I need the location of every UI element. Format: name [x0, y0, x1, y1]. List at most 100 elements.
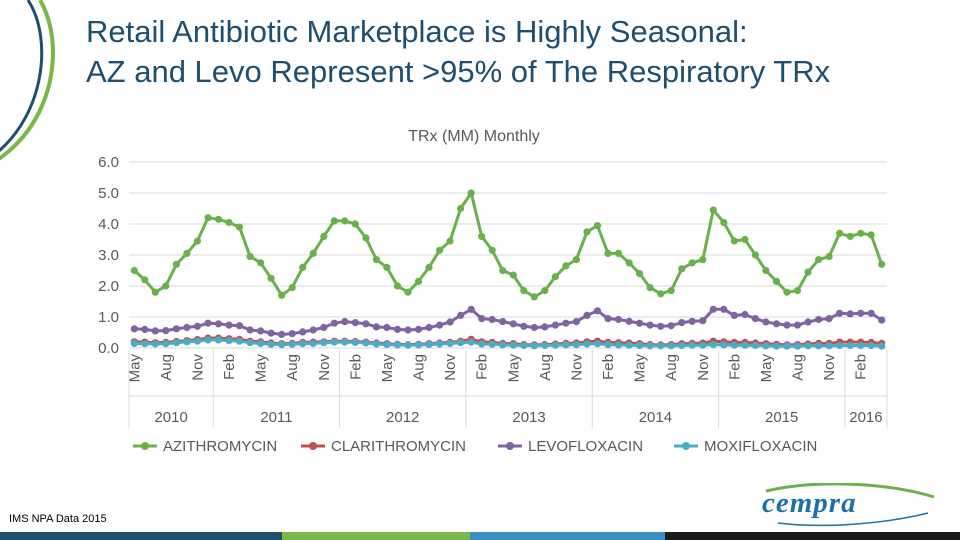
data-point-moxifloxacin [509, 341, 517, 349]
data-point-azithromycin [815, 256, 823, 264]
data-point-moxifloxacin [225, 337, 233, 345]
data-point-levofloxacin [836, 309, 844, 317]
data-point-azithromycin [393, 282, 402, 290]
data-point-levofloxacin [183, 323, 191, 332]
data-point-moxifloxacin [720, 341, 728, 349]
data-point-azithromycin [583, 228, 591, 236]
data-point-levofloxacin [688, 317, 696, 325]
data-point-azithromycin [688, 259, 696, 267]
data-point-moxifloxacin [330, 338, 338, 346]
chart-title: TRx (MM) Monthly [408, 128, 540, 145]
data-point-azithromycin [214, 215, 223, 223]
data-point-moxifloxacin [414, 341, 423, 349]
data-point-moxifloxacin [257, 339, 265, 347]
data-point-azithromycin [846, 232, 854, 240]
data-point-levofloxacin [604, 315, 612, 323]
data-point-moxifloxacin [151, 340, 159, 348]
data-point-azithromycin [772, 277, 781, 285]
data-point-moxifloxacin [488, 340, 496, 348]
data-point-levofloxacin [488, 315, 496, 324]
data-point-azithromycin [414, 277, 423, 285]
data-point-azithromycin [699, 256, 707, 264]
x-month-label: Feb [600, 354, 617, 380]
data-point-azithromycin [172, 260, 180, 268]
data-point-moxifloxacin [878, 342, 886, 350]
data-point-levofloxacin [678, 319, 686, 327]
data-point-azithromycin [193, 237, 201, 245]
data-point-levofloxacin [214, 320, 223, 328]
data-point-azithromycin [183, 249, 191, 257]
data-point-moxifloxacin [351, 338, 359, 346]
data-point-azithromycin [551, 273, 560, 281]
x-month-label: May [758, 354, 775, 383]
x-year-label: 2012 [386, 409, 419, 426]
x-year-label: 2016 [849, 409, 882, 426]
data-point-moxifloxacin [299, 340, 307, 348]
data-point-azithromycin [257, 259, 265, 267]
x-month-label: Nov [442, 354, 459, 381]
legend-label: MOXIFLOXACIN [704, 438, 817, 455]
data-point-levofloxacin [372, 323, 380, 331]
data-point-azithromycin [646, 284, 654, 292]
data-point-levofloxacin [404, 326, 412, 334]
data-point-levofloxacin [667, 322, 675, 330]
data-point-levofloxacin [330, 319, 338, 327]
data-point-moxifloxacin [530, 342, 538, 350]
data-point-azithromycin [278, 291, 286, 299]
data-point-moxifloxacin [130, 339, 138, 347]
data-point-moxifloxacin [625, 341, 633, 349]
footer-bar [0, 532, 960, 540]
data-point-moxifloxacin [804, 342, 812, 350]
data-point-levofloxacin [657, 322, 665, 330]
data-point-levofloxacin [204, 319, 212, 327]
data-point-moxifloxacin [288, 340, 296, 348]
data-point-azithromycin [404, 288, 412, 296]
data-point-moxifloxacin [867, 341, 875, 350]
data-point-moxifloxacin [646, 342, 654, 350]
data-point-azithromycin [625, 259, 633, 267]
data-point-levofloxacin [730, 311, 738, 319]
y-tick-label: 3.0 [98, 247, 119, 264]
footer-segment-green [282, 532, 470, 540]
data-point-levofloxacin [541, 323, 549, 331]
data-point-azithromycin [362, 234, 370, 242]
data-point-moxifloxacin [499, 341, 507, 349]
x-month-label: Feb [853, 354, 870, 380]
data-point-moxifloxacin [172, 339, 180, 347]
data-point-moxifloxacin [341, 338, 349, 346]
x-month-label: May [505, 354, 522, 383]
data-point-levofloxacin [467, 305, 475, 313]
data-point-moxifloxacin [688, 341, 696, 349]
data-point-moxifloxacin [372, 340, 380, 348]
data-point-azithromycin [509, 271, 517, 279]
data-point-levofloxacin [709, 305, 717, 313]
x-month-label: Nov [568, 354, 585, 381]
data-point-azithromycin [288, 284, 296, 292]
data-point-azithromycin [341, 217, 349, 225]
data-point-moxifloxacin [467, 338, 475, 346]
data-point-azithromycin [320, 232, 328, 240]
data-point-levofloxacin [393, 325, 402, 333]
slide-title: Retail Antibiotic Marketplace is Highly … [86, 12, 946, 92]
data-point-moxifloxacin [636, 341, 644, 350]
data-point-levofloxacin [267, 329, 275, 337]
data-point-azithromycin [751, 251, 760, 259]
line-chart: TRx (MM) Monthly 0.0 1.0 2.0 3.0 4.0 5.0 6.0 May… [98, 128, 888, 455]
data-point-levofloxacin [351, 319, 359, 327]
x-month-label: Nov [189, 354, 206, 381]
data-point-moxifloxacin [162, 340, 170, 348]
y-tick-label: 5.0 [98, 185, 119, 202]
data-point-moxifloxacin [267, 340, 275, 348]
data-point-moxifloxacin [846, 341, 854, 350]
data-point-levofloxacin [509, 320, 517, 328]
data-point-moxifloxacin [309, 339, 317, 347]
data-point-moxifloxacin [362, 339, 370, 347]
data-point-levofloxacin [741, 310, 749, 319]
data-point-moxifloxacin [425, 341, 433, 349]
data-point-moxifloxacin [383, 341, 391, 349]
data-point-moxifloxacin [235, 337, 244, 345]
data-point-moxifloxacin [204, 336, 212, 344]
decorative-arcs [0, 0, 55, 160]
data-point-moxifloxacin [320, 339, 328, 347]
data-point-levofloxacin [793, 321, 802, 329]
